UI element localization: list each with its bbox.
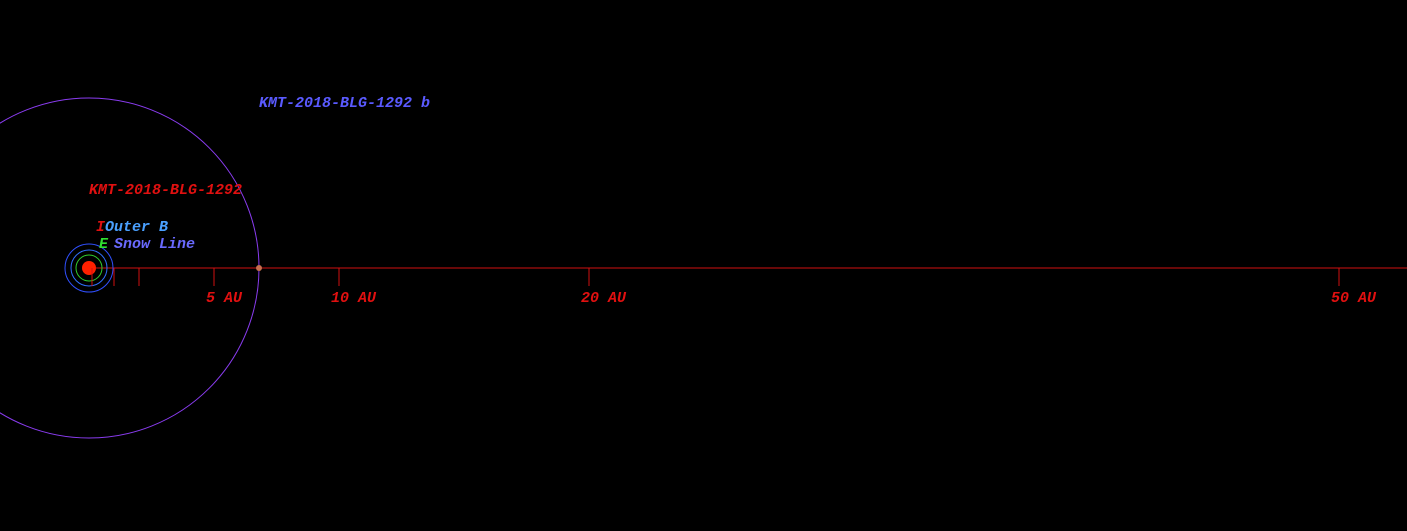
outer-boundary	[64, 243, 114, 293]
planet-label: KMT-2018-BLG-1292 b	[259, 95, 430, 112]
zone-label: Outer B	[105, 219, 168, 236]
scale-label: 5 AU	[206, 290, 243, 307]
zone-marker: E	[99, 236, 109, 253]
scale-label: 20 AU	[581, 290, 627, 307]
zone-marker: I	[96, 219, 106, 236]
habitable-zone	[75, 254, 103, 282]
zone-label: Snow Line	[114, 236, 195, 253]
planet	[256, 265, 262, 271]
star-label: KMT-2018-BLG-1292	[89, 182, 242, 199]
scale-label: 50 AU	[1331, 290, 1377, 307]
star	[82, 261, 96, 275]
scale-label: 10 AU	[331, 290, 377, 307]
snow-line	[70, 249, 108, 287]
